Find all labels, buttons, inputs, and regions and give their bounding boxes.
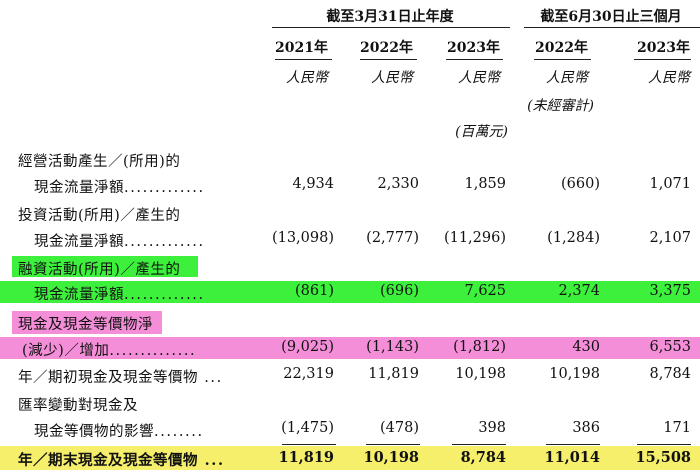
row-beginning-value-3: 10,198 xyxy=(455,366,506,382)
row-operating-value-4: (660) xyxy=(561,176,600,192)
row-fx-value-1: (1,475) xyxy=(281,420,334,436)
row-ending-value-3: 8,784 xyxy=(460,449,506,466)
row-fx-value-2: (478) xyxy=(380,420,419,436)
row-net-change-value-1: (9,025) xyxy=(281,339,334,355)
row-ending-value-2: 10,198 xyxy=(363,449,420,466)
header-group-three-months: 截至6月30日止三個月 xyxy=(540,9,682,25)
row-net-change-label-2: (減少)／增加.............. xyxy=(22,343,197,359)
year-header-3: 2023年 xyxy=(447,40,500,56)
row-investing-value-1: (13,098) xyxy=(271,230,334,246)
row-financing-value-4: 2,374 xyxy=(558,283,600,299)
header-group-fiscal-year: 截至3月31日止年度 xyxy=(326,9,454,25)
net-change-row-highlight xyxy=(0,337,700,359)
row-net-change-value-3: (1,812) xyxy=(453,339,506,355)
total-rule-1 xyxy=(282,444,336,445)
row-fx-value-4: 386 xyxy=(572,420,600,436)
currency-label-3: 人民幣 xyxy=(458,70,500,86)
row-investing-label-2: 現金流量淨額............. xyxy=(34,234,205,250)
row-investing-value-2: (2,777) xyxy=(366,230,419,246)
total-rule-4 xyxy=(546,444,600,445)
year-header-5: 2023年 xyxy=(637,40,690,56)
row-financing-value-1: (861) xyxy=(295,283,334,299)
row-operating-label-2: 現金流量淨額............. xyxy=(34,180,205,196)
year-header-rule-2 xyxy=(360,59,417,60)
total-rule-5 xyxy=(637,444,691,445)
row-financing-label-2: 現金流量淨額............. xyxy=(34,287,205,303)
row-operating-value-2: 2,330 xyxy=(377,176,419,192)
total-rule-2 xyxy=(366,444,420,445)
year-header-rule-3 xyxy=(446,59,503,60)
row-beginning-value-1: 22,319 xyxy=(283,366,334,382)
row-financing-value-5: 3,375 xyxy=(649,283,691,299)
currency-label-4: 人民幣 xyxy=(546,70,588,86)
row-ending-value-4: 11,014 xyxy=(544,449,601,466)
row-fx-value-3: 398 xyxy=(478,420,506,436)
header-group-fiscal-year-rule xyxy=(272,27,510,28)
row-ending-label: 年／期末現金及現金等價物 ... xyxy=(18,452,225,469)
row-net-change-value-4: 430 xyxy=(572,339,600,355)
total-rule-3 xyxy=(452,444,506,445)
row-fx-value-5: 171 xyxy=(663,420,691,436)
currency-label-5: 人民幣 xyxy=(648,70,690,86)
year-header-4: 2022年 xyxy=(535,40,588,56)
currency-label-1: 人民幣 xyxy=(286,70,328,86)
row-investing-value-3: (11,296) xyxy=(443,230,506,246)
year-header-1: 2021年 xyxy=(275,40,328,56)
net-change-label-highlight xyxy=(12,311,162,334)
row-net-change-label-1: 現金及現金等價物淨 xyxy=(18,317,153,333)
row-beginning-value-5: 8,784 xyxy=(649,366,691,382)
currency-label-2: 人民幣 xyxy=(371,70,413,86)
row-operating-value-3: 1,859 xyxy=(464,176,506,192)
row-fx-label-2: 現金等價物的影響........ xyxy=(34,424,204,440)
row-beginning-value-4: 10,198 xyxy=(549,366,600,382)
year-header-2: 2022年 xyxy=(360,40,413,56)
row-financing-label-1: 融資活動(所用)／產生的 xyxy=(18,262,181,278)
year-header-rule-5 xyxy=(634,59,691,60)
row-investing-value-5: 2,107 xyxy=(649,230,691,246)
row-operating-value-5: 1,071 xyxy=(649,176,691,192)
financing-label-highlight xyxy=(12,256,198,277)
ending-row-highlight xyxy=(0,446,700,470)
row-net-change-value-2: (1,143) xyxy=(366,339,419,355)
row-investing-value-4: (1,284) xyxy=(547,230,600,246)
row-beginning-label: 年／期初現金及現金等價物 ... xyxy=(18,370,223,386)
row-investing-label-1: 投資活動(所用)／產生的 xyxy=(18,208,181,224)
row-beginning-value-2: 11,819 xyxy=(368,366,419,382)
header-group-three-months-rule xyxy=(524,27,700,28)
row-financing-value-3: 7,625 xyxy=(464,283,506,299)
row-financing-value-2: (696) xyxy=(380,283,419,299)
row-operating-label-1: 經營活動產生／(所用)的 xyxy=(18,154,181,170)
unit-label: (百萬元) xyxy=(455,124,508,140)
row-ending-value-1: 11,819 xyxy=(278,449,335,466)
row-fx-label-1: 匯率變動對現金及 xyxy=(18,398,138,414)
unaudited-label: (未經審計) xyxy=(527,98,594,114)
year-header-rule-1 xyxy=(275,59,332,60)
year-header-rule-4 xyxy=(534,59,591,60)
financing-row-highlight xyxy=(0,281,700,303)
row-operating-value-1: 4,934 xyxy=(292,176,334,192)
row-ending-value-5: 15,508 xyxy=(635,449,692,466)
row-net-change-value-5: 6,553 xyxy=(649,339,691,355)
